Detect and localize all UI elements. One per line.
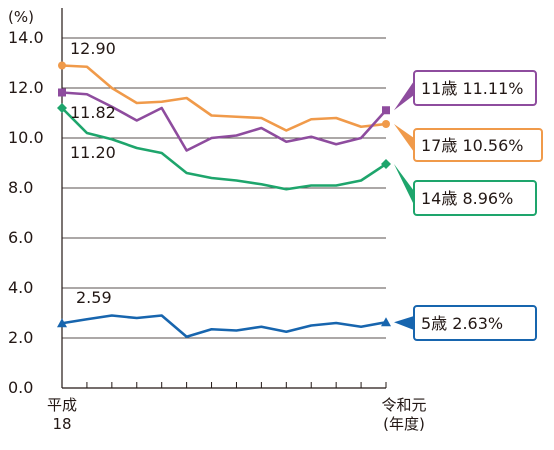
callout-pointer xyxy=(394,164,414,205)
square-marker xyxy=(58,88,66,97)
y-tick-label: 8.0 xyxy=(8,178,33,197)
callout-label: 5歳 2.63% xyxy=(421,314,503,333)
callout-pointer xyxy=(394,316,414,330)
callout-label: 14歳 8.96% xyxy=(421,189,513,208)
y-tick-label: 12.0 xyxy=(8,78,44,97)
end-callouts: 17歳 10.56% 11歳 11.11% 14歳 8.96% 5歳 2.63% xyxy=(394,70,543,341)
y-tick-label: 4.0 xyxy=(8,278,33,297)
series-markers xyxy=(57,61,391,328)
x-start-label: 平成 xyxy=(47,396,77,414)
callout-label: 17歳 10.56% xyxy=(421,136,523,155)
start-value-label: 12.90 xyxy=(70,39,116,58)
circle-marker xyxy=(58,61,66,70)
x-end-label: 令和元 xyxy=(381,396,426,414)
y-unit-label: (%) xyxy=(8,8,34,26)
diamond-marker xyxy=(381,159,391,169)
callout-box xyxy=(413,180,537,216)
start-value-label: 2.59 xyxy=(76,288,112,307)
y-tick-label: 0.0 xyxy=(8,378,33,397)
triangle-marker xyxy=(57,318,67,328)
diamond-marker xyxy=(57,103,67,113)
start-value-labels: 12.90 11.82 11.20 2.59 xyxy=(70,39,116,307)
series-line-3 xyxy=(61,314,387,339)
callout-pointer xyxy=(394,124,414,152)
y-tick-label: 6.0 xyxy=(8,228,33,247)
y-tick-labels: 0.0 2.0 4.0 6.0 8.0 10.0 12.0 14.0 xyxy=(8,28,44,397)
y-tick-label: 14.0 xyxy=(8,28,44,47)
x-end-label-unit: (年度) xyxy=(383,415,425,433)
series-line-0 xyxy=(61,64,387,132)
callout-box xyxy=(413,128,543,162)
callout-label: 11歳 11.11% xyxy=(421,79,523,98)
triangle-marker xyxy=(381,317,391,327)
square-marker xyxy=(382,106,390,115)
series-lines xyxy=(61,64,387,339)
series-line-1 xyxy=(61,91,387,152)
circle-marker xyxy=(382,120,390,128)
x-start-label-year: 18 xyxy=(52,415,71,433)
callout-box xyxy=(413,305,537,341)
callout-pointer xyxy=(394,81,414,111)
start-value-label: 11.82 xyxy=(70,103,116,122)
start-value-label: 11.20 xyxy=(70,143,116,162)
series-line-2 xyxy=(61,107,387,191)
y-tick-label: 2.0 xyxy=(8,328,33,347)
y-tick-label: 10.0 xyxy=(8,128,44,147)
callout-box xyxy=(413,70,537,106)
